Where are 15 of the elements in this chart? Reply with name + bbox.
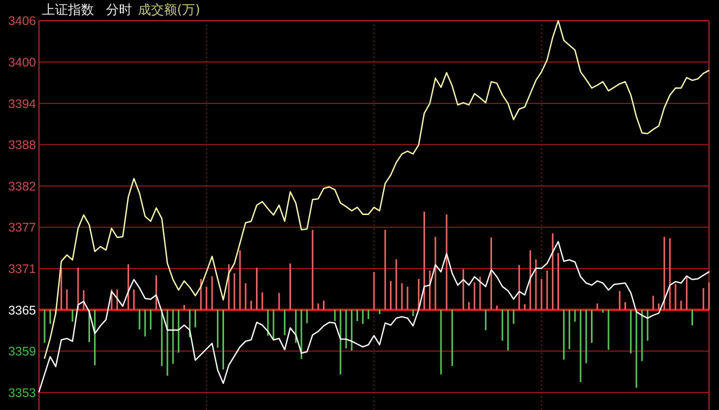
y-tick-label: 3377 [8,220,36,235]
line-series [38,241,710,392]
chart-title: 上证指数 [42,3,94,18]
y-tick-label: 3365 [8,303,36,318]
text: 成交额(万) [138,2,200,18]
y-tick-label: 3400 [8,56,36,70]
y-tick-label: 3382 [8,179,36,194]
y-tick-label: 3406 [8,14,36,28]
y-tick-label: 3371 [8,262,36,276]
line-series [44,20,710,359]
y-tick-label: 3388 [8,138,36,152]
y-tick-label: 3353 [8,386,36,400]
chart-subtitle: 分时 [106,3,132,18]
y-tick-label: 3359 [8,344,36,359]
y-tick-label: 3394 [8,96,36,111]
